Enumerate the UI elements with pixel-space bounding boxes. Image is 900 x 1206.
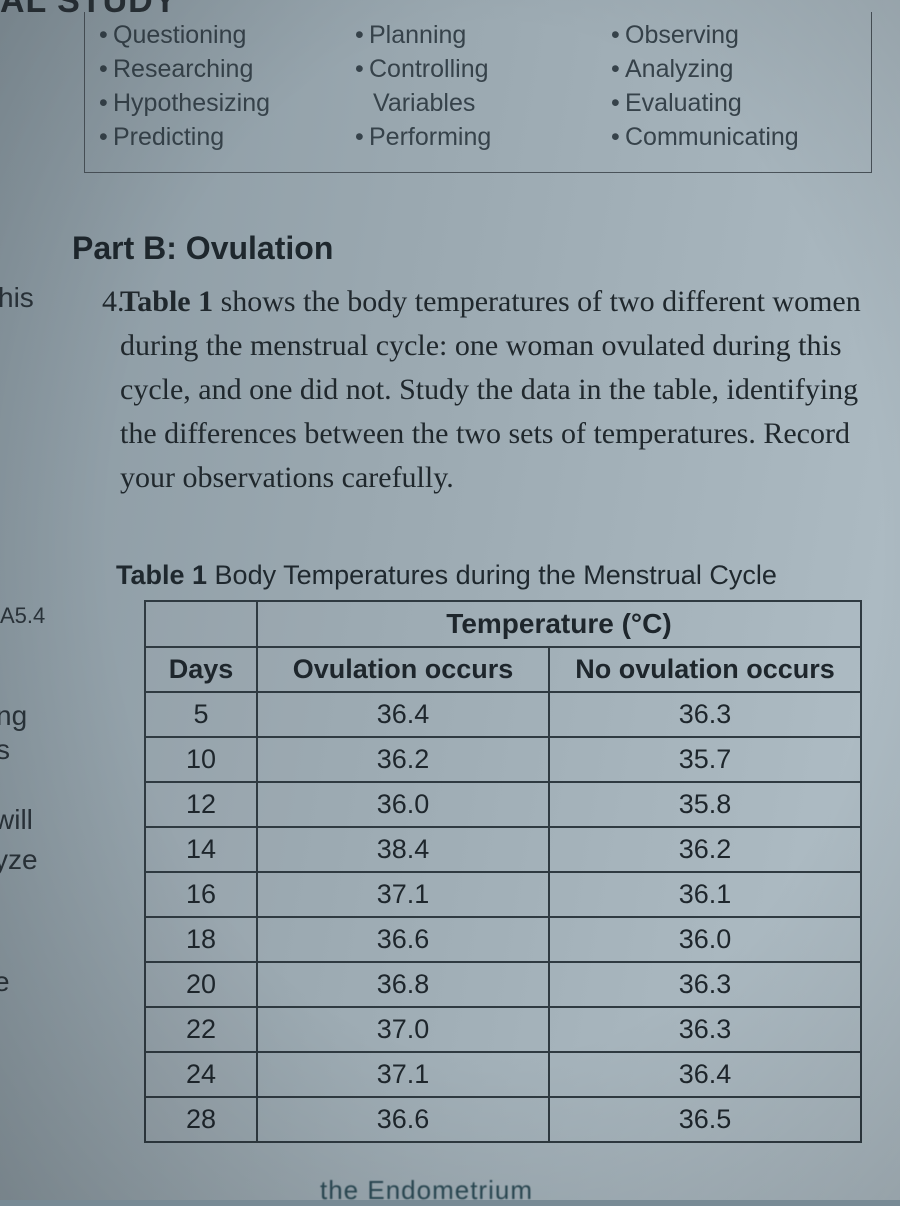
textbook-page-photo: AL STUDY •Questioning •Researching •Hypo… xyxy=(0,0,900,1200)
table-cell: 5 xyxy=(145,692,257,737)
edge-fragment: his xyxy=(0,282,34,314)
skill-item: •Observing xyxy=(611,18,857,52)
table-cell: 36.0 xyxy=(257,782,549,827)
table-cell: 35.7 xyxy=(549,737,861,782)
edge-fragment: will xyxy=(0,804,33,836)
table-cell: 37.1 xyxy=(257,1052,549,1097)
skill-item: •Questioning xyxy=(99,18,345,52)
table-cell: 28 xyxy=(145,1097,257,1142)
table-row: 2437.136.4 xyxy=(145,1052,861,1097)
table-cell: 37.1 xyxy=(257,872,549,917)
table-row: 536.436.3 xyxy=(145,692,861,737)
edge-fragment: A5.4 xyxy=(0,603,45,629)
skill-item: •Researching xyxy=(99,52,345,86)
table-cell: 36.5 xyxy=(549,1097,861,1142)
table-cell: 36.8 xyxy=(257,962,549,1007)
table-cell: 12 xyxy=(145,782,257,827)
table-cell: 10 xyxy=(145,737,257,782)
table-row: 1438.436.2 xyxy=(145,827,861,872)
table-column-header: No ovulation occurs xyxy=(549,647,861,692)
skills-box: •Questioning •Researching •Hypothesizing… xyxy=(84,12,872,173)
table-cell: 36.6 xyxy=(257,1097,549,1142)
part-b-title: Part B: Ovulation xyxy=(72,230,333,267)
skills-column-2: •Planning •Controlling Variables •Perfor… xyxy=(355,18,601,154)
edge-fragment: ng xyxy=(0,700,27,732)
edge-fragment: e xyxy=(0,966,10,998)
question-4-text: 4. Table 1 shows the body temperatures o… xyxy=(120,280,866,500)
table-row: 1236.035.8 xyxy=(145,782,861,827)
skill-item: •Controlling xyxy=(355,52,601,86)
table-cell: 35.8 xyxy=(549,782,861,827)
edge-fragment: yze xyxy=(0,844,38,876)
table-row: 1836.636.0 xyxy=(145,917,861,962)
table-cell: 22 xyxy=(145,1007,257,1052)
skill-item: •Performing xyxy=(355,120,601,154)
table-merged-header: Temperature (°C) xyxy=(257,601,861,647)
table-cell: 36.1 xyxy=(549,872,861,917)
table-1-caption: Table 1 Body Temperatures during the Men… xyxy=(116,560,777,591)
table-1: Temperature (°C) Days Ovulation occurs N… xyxy=(144,600,862,1143)
table-cell: 36.2 xyxy=(549,827,861,872)
table-cell: 36.3 xyxy=(549,962,861,1007)
table-cell: 36.0 xyxy=(549,917,861,962)
skill-item: •Analyzing xyxy=(611,52,857,86)
skill-item: •Evaluating xyxy=(611,86,857,120)
table-cell: 18 xyxy=(145,917,257,962)
skill-item: •Hypothesizing xyxy=(99,86,345,120)
bottom-cutoff-text: the Endometrium xyxy=(320,1175,533,1206)
skill-item: Variables xyxy=(355,86,601,120)
table-cell: 36.3 xyxy=(549,1007,861,1052)
skill-item: •Planning xyxy=(355,18,601,52)
table-column-header: Days xyxy=(145,647,257,692)
table-row: 2237.036.3 xyxy=(145,1007,861,1052)
skills-column-1: •Questioning •Researching •Hypothesizing… xyxy=(99,18,345,154)
table-cell: 36.2 xyxy=(257,737,549,782)
table-cell: 14 xyxy=(145,827,257,872)
question-number: 4. xyxy=(102,280,125,324)
table-corner-cell xyxy=(145,601,257,647)
table-cell: 24 xyxy=(145,1052,257,1097)
table-cell: 37.0 xyxy=(257,1007,549,1052)
table-cell: 36.4 xyxy=(257,692,549,737)
table-row: 2836.636.5 xyxy=(145,1097,861,1142)
table-cell: 36.4 xyxy=(549,1052,861,1097)
skill-item: •Predicting xyxy=(99,120,345,154)
edge-fragment: s xyxy=(0,734,10,766)
table-cell: 36.6 xyxy=(257,917,549,962)
table-row: 1036.235.7 xyxy=(145,737,861,782)
table-column-header: Ovulation occurs xyxy=(257,647,549,692)
table-row: 2036.836.3 xyxy=(145,962,861,1007)
table-cell: 16 xyxy=(145,872,257,917)
table-row: 1637.136.1 xyxy=(145,872,861,917)
skills-column-3: •Observing •Analyzing •Evaluating •Commu… xyxy=(611,18,857,154)
table-cell: 20 xyxy=(145,962,257,1007)
table-cell: 38.4 xyxy=(257,827,549,872)
table-cell: 36.3 xyxy=(549,692,861,737)
skill-item: •Communicating xyxy=(611,120,857,154)
